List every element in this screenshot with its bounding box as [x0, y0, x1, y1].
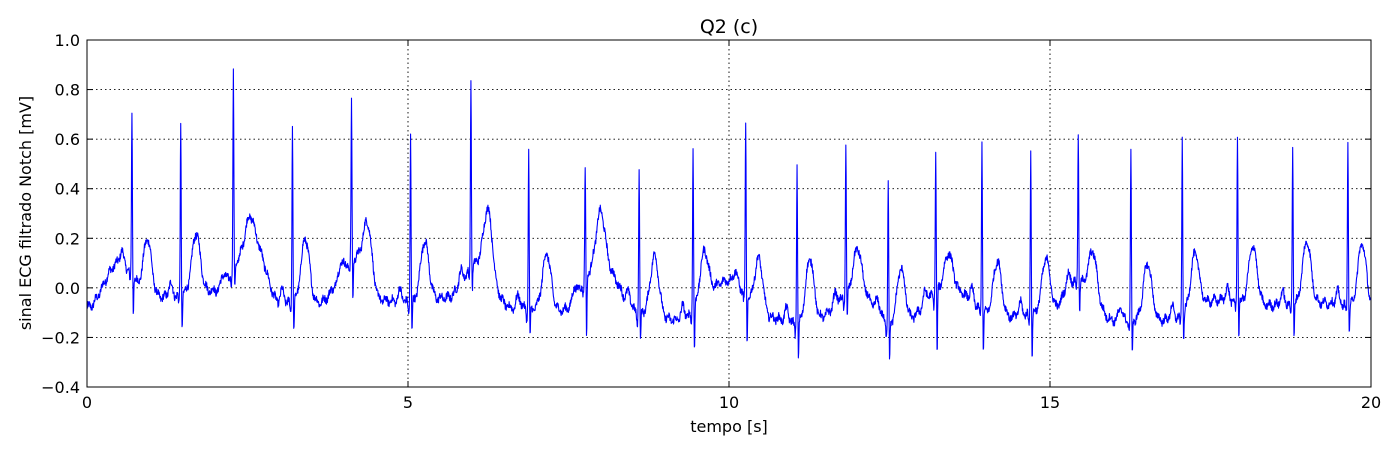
y-tick-label: 0.6 — [55, 130, 80, 149]
x-tick-label: 0 — [82, 393, 92, 412]
grid-layer — [86, 39, 1372, 388]
x-axis-label: tempo [s] — [690, 417, 768, 436]
y-tick-label: 0.2 — [55, 229, 80, 248]
ticks-layer: 0 5 10 15 20 −0.4 −0.2 0.0 0.2 0.4 0.6 0.8 1.0 — [41, 31, 1381, 412]
x-tick-label: 10 — [719, 393, 739, 412]
plot-frame — [86, 39, 1372, 388]
x-tick-label: 20 — [1361, 393, 1381, 412]
y-tick-label: 0.0 — [55, 279, 80, 298]
y-tick-label: 0.4 — [55, 180, 80, 199]
y-tick-label: −0.2 — [41, 328, 80, 347]
ecg-series-line — [87, 68, 1371, 360]
y-tick-label: −0.4 — [41, 378, 80, 397]
y-axis-label: sinal ECG filtrado Notch [mV] — [16, 96, 35, 330]
x-tick-label: 5 — [403, 393, 413, 412]
chart-title: Q2 (c) — [700, 16, 758, 38]
x-tick-label: 15 — [1040, 393, 1060, 412]
y-tick-label: 1.0 — [55, 31, 80, 50]
y-tick-label: 0.8 — [55, 81, 80, 100]
